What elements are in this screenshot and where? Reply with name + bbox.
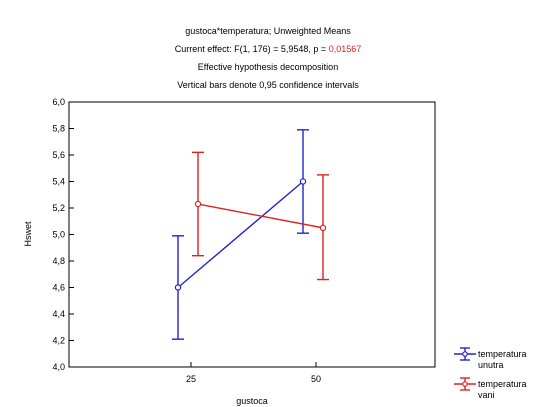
y-tick-label: 5,8 [52, 124, 65, 134]
x-tick-label: 25 [186, 374, 196, 384]
y-tick-label: 4,8 [52, 256, 65, 266]
confidence-line: Vertical bars denote 0,95 confidence int… [177, 80, 359, 90]
legend-marker [462, 381, 468, 387]
y-axis: 4,0 4,2 4,4 4,6 4,8 5,0 5,2 5,4 5,6 5,8 6,0 [52, 97, 74, 372]
legend-label-line: temperatura [478, 349, 527, 359]
chart-title: gustoca*temperatura; Unweighted Means [185, 26, 351, 36]
legend-label-line: temperatura [478, 379, 527, 389]
plot-area [68, 101, 436, 368]
legend-label: temperatura unutra [478, 349, 527, 370]
y-tick-label: 5,0 [52, 230, 65, 240]
legend-label: temperatura vani [478, 379, 527, 400]
series-layer [172, 129, 329, 340]
current-effect-line: Current effect: F(1, 176) = 5,9548, p = … [175, 44, 361, 54]
x-axis: 25 50 [186, 362, 321, 384]
hypothesis-line: Effective hypothesis decomposition [198, 62, 338, 72]
current-effect-text: Current effect: F(1, 176) = 5,9548, p = [175, 44, 329, 54]
data-point [319, 224, 327, 232]
x-axis-label: gustoca [236, 396, 268, 406]
y-axis-label: Hswet [23, 221, 33, 247]
y-tick-label: 5,4 [52, 177, 65, 187]
y-tick-label: 6,0 [52, 97, 65, 107]
p-value: 0,01567 [329, 44, 362, 54]
y-tick-label: 5,6 [52, 150, 65, 160]
series-line [177, 180, 304, 289]
y-tick-label: 5,2 [52, 203, 65, 213]
legend-label-line: vani [478, 390, 495, 400]
y-tick-label: 4,4 [52, 309, 65, 319]
data-point [174, 284, 182, 291]
data-point [194, 200, 202, 208]
series-line [197, 203, 324, 229]
legend-marker [462, 351, 468, 357]
data-point [299, 178, 307, 185]
x-tick-label: 50 [311, 374, 321, 384]
y-tick-label: 4,2 [52, 336, 65, 346]
legend-label-line: unutra [478, 360, 504, 370]
y-tick-label: 4,6 [52, 283, 65, 293]
y-tick-label: 4,0 [52, 362, 65, 372]
